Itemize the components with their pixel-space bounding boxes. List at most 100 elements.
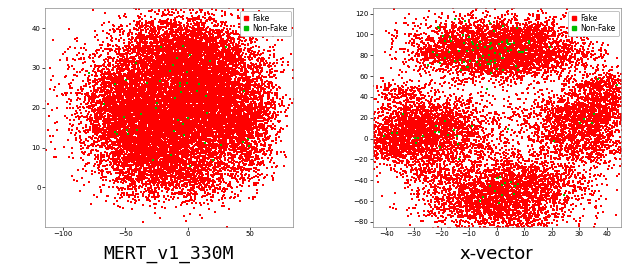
Point [452, 132, 463, 137]
Point [449, 156, 460, 160]
Point [578, 195, 588, 200]
Point [494, 113, 504, 117]
Point [499, 115, 509, 119]
Point [404, 143, 414, 148]
Point [228, 48, 238, 53]
Point [152, 116, 162, 120]
Point [190, 32, 200, 37]
Point [201, 145, 211, 150]
Point [493, 39, 503, 43]
Point [196, 148, 207, 152]
Point [464, 132, 474, 137]
Point [212, 36, 223, 40]
Point [513, 186, 523, 190]
Point [205, 42, 215, 47]
Point [244, 103, 254, 108]
Point [188, 90, 198, 94]
Point [230, 94, 241, 99]
Point [524, 211, 534, 215]
Point [148, 143, 158, 147]
Point [532, 136, 543, 141]
Point [577, 173, 588, 177]
Point [490, 214, 500, 219]
Point [408, 50, 419, 55]
Point [577, 41, 588, 45]
Point [465, 36, 476, 41]
Point [196, 42, 206, 47]
Point [116, 66, 127, 71]
Point [495, 38, 506, 42]
Point [560, 98, 570, 102]
Point [531, 168, 541, 173]
Point [441, 105, 451, 109]
Point [607, 114, 617, 119]
Point [151, 190, 161, 194]
Point [494, 220, 504, 225]
Point [536, 35, 547, 39]
Point [209, 123, 219, 127]
Point [262, 166, 272, 171]
Point [239, 140, 250, 145]
Point [113, 177, 124, 182]
Point [166, 119, 177, 124]
Point [124, 153, 134, 158]
Point [95, 157, 106, 161]
Point [210, 82, 220, 86]
Point [362, 135, 372, 139]
Point [200, 189, 211, 194]
Point [568, 114, 578, 119]
Point [228, 68, 239, 72]
Point [609, 87, 620, 92]
Point [93, 38, 103, 42]
Point [448, 71, 458, 75]
Point [559, 127, 570, 131]
Point [596, 52, 606, 57]
Point [268, 139, 278, 143]
Point [137, 163, 147, 167]
Point [243, 80, 253, 85]
Point [403, 119, 413, 124]
Point [490, 194, 500, 199]
Point [439, 175, 449, 179]
Point [170, 191, 180, 195]
Point [168, 115, 179, 119]
Point [484, 213, 494, 217]
Point [587, 103, 597, 107]
Point [375, 149, 385, 153]
Point [536, 210, 546, 214]
Point [536, 58, 547, 62]
Point [158, 72, 168, 76]
Point [191, 182, 202, 187]
Point [173, 76, 184, 81]
Point [170, 122, 180, 126]
Point [129, 140, 140, 144]
Point [401, 60, 412, 65]
Point [177, 104, 187, 108]
Point [115, 90, 125, 94]
Point [172, 120, 182, 125]
Point [481, 66, 491, 70]
Point [136, 170, 146, 175]
Point [554, 153, 564, 157]
Point [382, 137, 392, 141]
Point [145, 63, 156, 68]
Point [207, 122, 218, 126]
Point [531, 181, 541, 185]
Point [165, 45, 175, 50]
Point [484, 32, 494, 36]
Point [122, 94, 132, 99]
Point [120, 155, 130, 159]
Point [509, 41, 520, 46]
Point [540, 20, 550, 25]
Point [531, 188, 541, 192]
Point [159, 151, 169, 155]
Point [218, 68, 228, 73]
Point [545, 117, 555, 122]
Point [451, 117, 461, 122]
Point [102, 91, 112, 96]
Point [172, 99, 182, 103]
Point [488, 149, 498, 154]
Point [171, 131, 181, 136]
Point [475, 43, 485, 47]
Point [502, 39, 513, 43]
